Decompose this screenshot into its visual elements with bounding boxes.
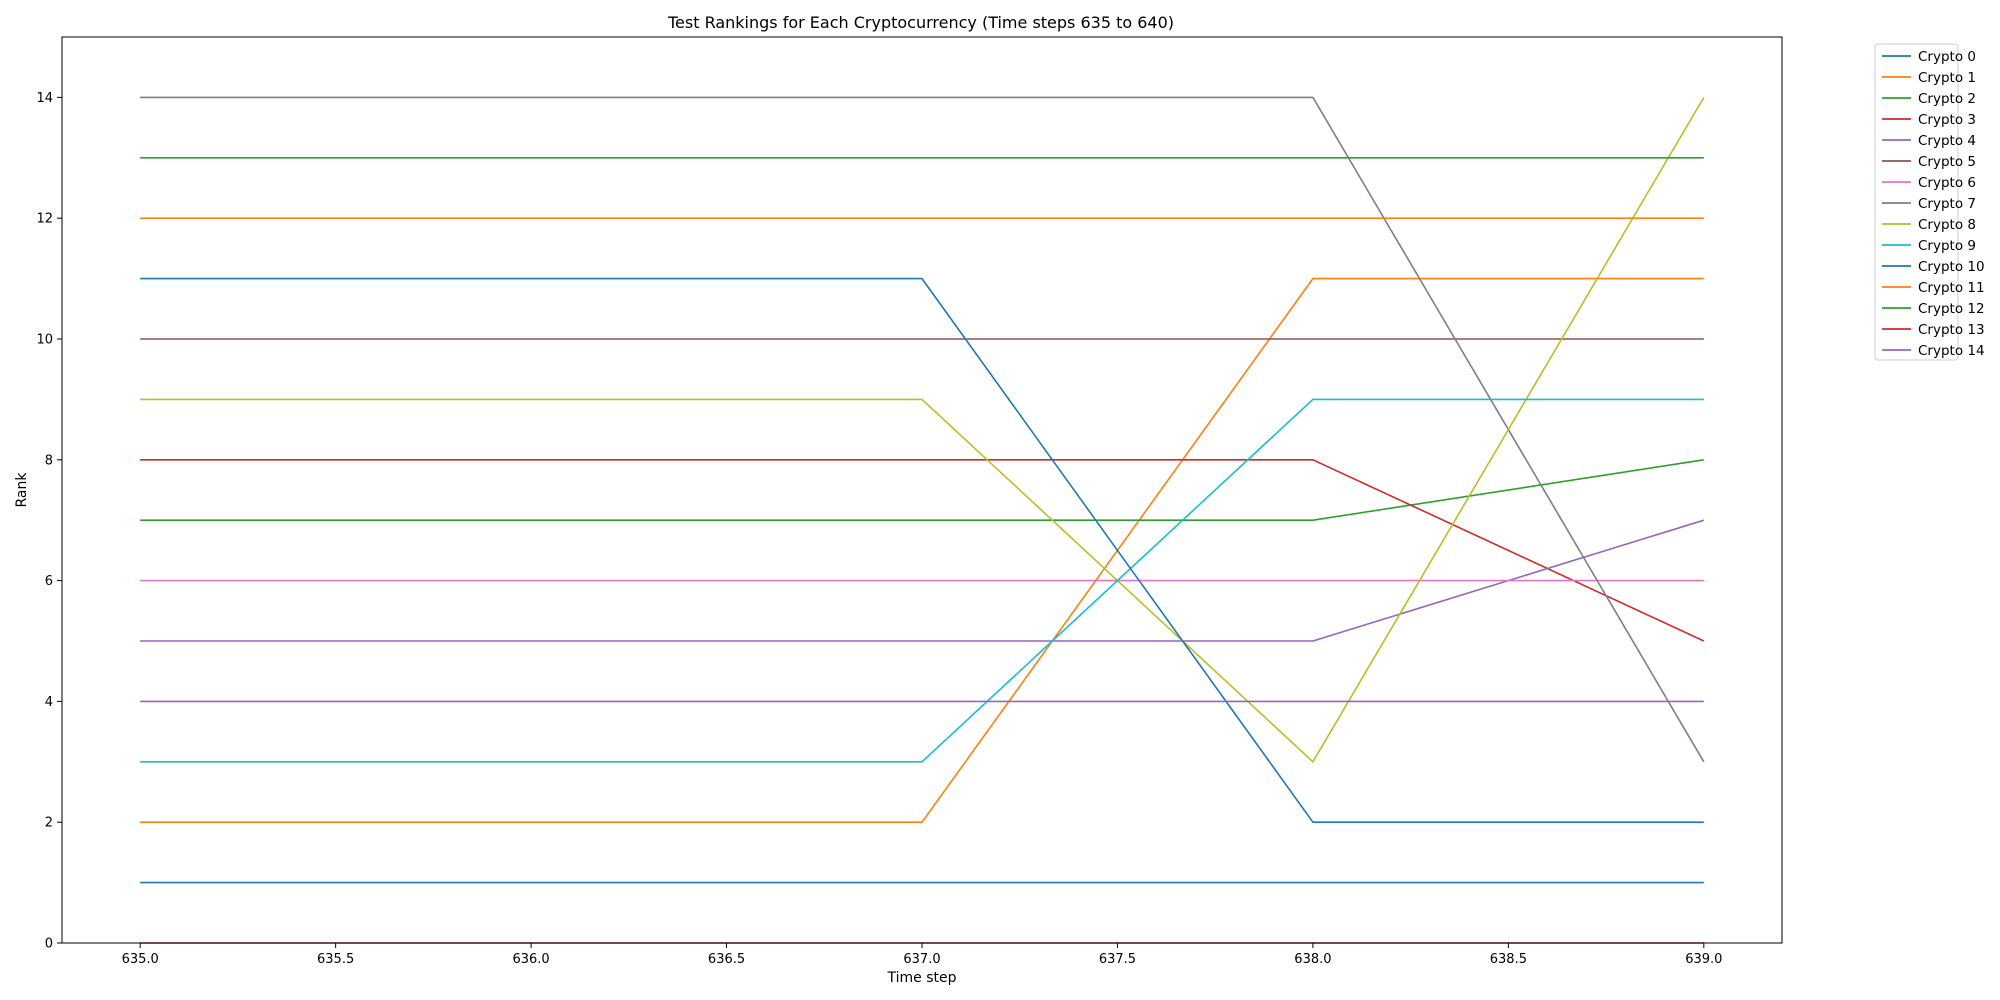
y-tick-label: 12 — [36, 212, 53, 227]
legend-label-crypto-1: Crypto 1 — [1918, 70, 1976, 86]
legend-label-crypto-13: Crypto 13 — [1918, 322, 1985, 338]
legend-label-crypto-9: Crypto 9 — [1918, 238, 1976, 254]
legend-label-crypto-0: Crypto 0 — [1918, 49, 1976, 65]
y-tick-label: 8 — [45, 453, 53, 468]
y-tick-label: 4 — [45, 695, 53, 710]
y-axis-ticks: 0 2 4 6 8 10 12 14 — [36, 91, 62, 952]
x-axis-ticks: 635.0 635.5 636.0 636.5 637.0 637.5 638.0 638.5… — [122, 943, 1722, 967]
series-line-crypto-9 — [140, 398, 1704, 763]
x-tick-label: 638.5 — [1490, 952, 1527, 967]
series-line-crypto-4 — [140, 519, 1705, 642]
series-line-crypto-8 — [140, 96, 1705, 763]
x-tick-label: 639.0 — [1685, 952, 1722, 967]
legend-label-crypto-11: Crypto 11 — [1918, 280, 1985, 296]
legend-label-crypto-6: Crypto 6 — [1918, 175, 1976, 191]
legend-label-crypto-5: Crypto 5 — [1918, 154, 1976, 170]
series-line-crypto-3 — [140, 458, 1705, 642]
legend-frame — [1874, 43, 1959, 361]
legend-label-crypto-4: Crypto 4 — [1918, 133, 1976, 149]
y-tick-label: 6 — [45, 574, 53, 589]
legend-label-crypto-12: Crypto 12 — [1918, 301, 1985, 317]
y-tick-label: 2 — [45, 816, 53, 831]
legend-label-crypto-3: Crypto 3 — [1918, 112, 1976, 128]
series-line-crypto-2 — [140, 459, 1704, 522]
x-tick-label: 636.0 — [512, 952, 549, 967]
series-line-crypto-1 — [140, 277, 1704, 824]
chart-title: Test Rankings for Each Cryptocurrency (T… — [667, 13, 1174, 32]
legend-label-crypto-2: Crypto 2 — [1918, 91, 1976, 107]
x-tick-label: 635.5 — [317, 952, 354, 967]
legend-label-crypto-8: Crypto 8 — [1918, 217, 1976, 233]
legend-label-crypto-14: Crypto 14 — [1918, 343, 1985, 359]
x-tick-label: 638.0 — [1294, 952, 1331, 967]
x-tick-label: 635.0 — [122, 952, 159, 967]
legend: Crypto 0 Crypto 1 Crypto 2 Crypto 3 Crypto 4… — [1874, 43, 1985, 361]
y-tick-label: 10 — [36, 333, 53, 348]
legend-label-crypto-10: Crypto 10 — [1918, 259, 1985, 275]
y-axis-label: Rank — [14, 472, 30, 508]
series-line-crypto-7 — [140, 96, 1705, 763]
x-tick-label: 637.5 — [1099, 952, 1136, 967]
plot-area — [62, 37, 1782, 943]
x-tick-label: 637.0 — [903, 952, 940, 967]
series-line-crypto-10 — [140, 277, 1704, 824]
y-tick-label: 14 — [36, 91, 53, 106]
x-axis-label: Time step — [887, 970, 957, 986]
y-tick-label: 0 — [45, 937, 53, 952]
legend-label-crypto-7: Crypto 7 — [1918, 196, 1976, 212]
x-tick-label: 636.5 — [708, 952, 745, 967]
